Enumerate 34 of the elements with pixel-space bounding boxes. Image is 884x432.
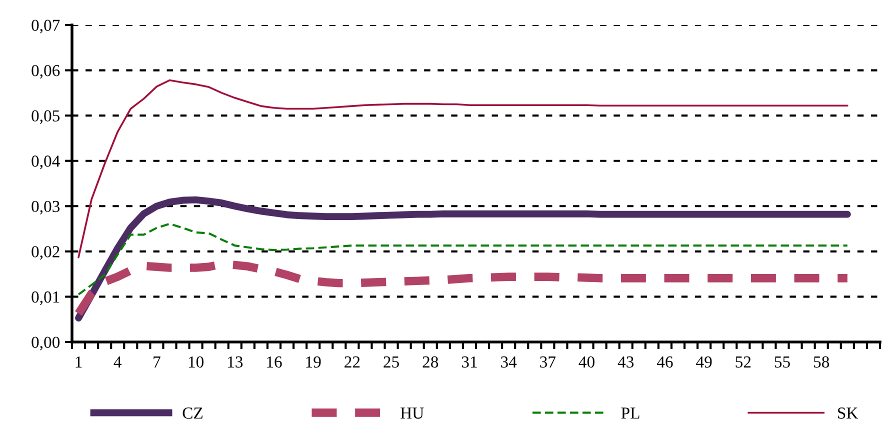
x-tick-label: 22 bbox=[344, 356, 360, 368]
x-tick-label: 43 bbox=[618, 356, 634, 368]
legend-label: CZ bbox=[182, 408, 202, 419]
y-tick-label: 0,04 bbox=[32, 156, 60, 170]
x-tick-label: 58 bbox=[814, 356, 830, 368]
y-tick-label: 0,05 bbox=[32, 110, 60, 124]
x-tick-label: 4 bbox=[114, 356, 122, 368]
x-tick-label: 28 bbox=[422, 356, 438, 368]
x-tick-label: 10 bbox=[188, 356, 204, 368]
x-tick-label: 7 bbox=[154, 356, 160, 368]
x-tick-label: 46 bbox=[656, 356, 673, 368]
x-tick-label: 40 bbox=[578, 356, 594, 368]
y-tick-label: 0,01 bbox=[32, 291, 60, 306]
x-tick-label: 55 bbox=[774, 356, 790, 368]
y-tick-label: 0,06 bbox=[32, 64, 60, 79]
x-tick-label: 49 bbox=[696, 356, 712, 368]
line-series bbox=[78, 79, 848, 258]
x-tick-label: 31 bbox=[462, 356, 477, 368]
x-tick-label: 34 bbox=[501, 356, 517, 368]
x-tick-label: 1 bbox=[76, 356, 82, 368]
y-tick-label: 0,07 bbox=[32, 20, 60, 34]
x-tick-label: 25 bbox=[384, 356, 399, 368]
legend-label: HU bbox=[400, 408, 424, 419]
x-tick-label: 19 bbox=[306, 356, 321, 368]
legend-label: PL bbox=[621, 408, 640, 419]
x-tick-label: 16 bbox=[267, 356, 282, 368]
x-tick-label: 52 bbox=[736, 356, 751, 368]
y-tick-label: 0,03 bbox=[32, 200, 60, 214]
line-series bbox=[77, 222, 848, 296]
legend-label: SK bbox=[838, 408, 858, 419]
y-tick-label: 0,00 bbox=[32, 336, 60, 350]
x-tick-label: 13 bbox=[228, 356, 243, 368]
y-tick-label: 0,02 bbox=[32, 246, 60, 260]
x-tick-label: 37 bbox=[540, 356, 556, 368]
